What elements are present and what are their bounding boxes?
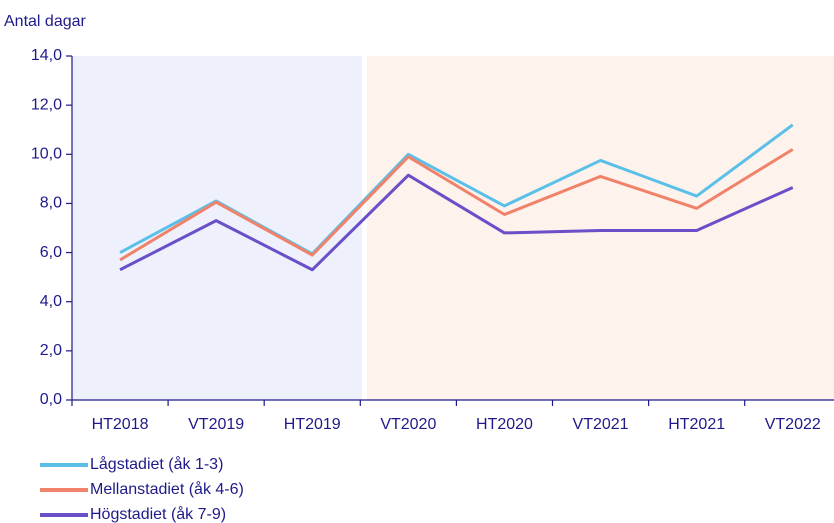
line-series (119, 173, 794, 272)
period-background (367, 56, 834, 400)
legend-label: Mellanstadiet (åk 4-6) (90, 480, 244, 498)
y-axis-title: Antal dagar (4, 13, 87, 30)
x-tick-label: HT2020 (476, 416, 533, 433)
x-tick-label: HT2018 (92, 416, 149, 433)
y-tick-label: 0,0 (40, 391, 62, 408)
x-tick-label: VT2022 (765, 416, 821, 433)
x-tick-label: HT2019 (284, 416, 341, 433)
y-tick-label: 4,0 (40, 293, 62, 310)
x-tick-label: VT2020 (380, 416, 436, 433)
legend-label: Högstadiet (åk 7-9) (90, 505, 226, 523)
y-tick-label: 14,0 (31, 47, 62, 64)
x-tick-label: HT2021 (668, 416, 725, 433)
y-tick-label: 8,0 (40, 195, 62, 212)
line-series (119, 148, 794, 262)
y-tick-label: 6,0 (40, 244, 62, 261)
y-tick-label: 2,0 (40, 342, 62, 359)
y-tick-label: 10,0 (31, 146, 62, 163)
legend-label: Lågstadiet (åk 1-3) (90, 455, 223, 473)
period-background (72, 56, 362, 400)
x-tick-label: VT2021 (573, 416, 629, 433)
y-tick-label: 12,0 (31, 96, 62, 113)
x-tick-label: VT2019 (188, 416, 244, 433)
